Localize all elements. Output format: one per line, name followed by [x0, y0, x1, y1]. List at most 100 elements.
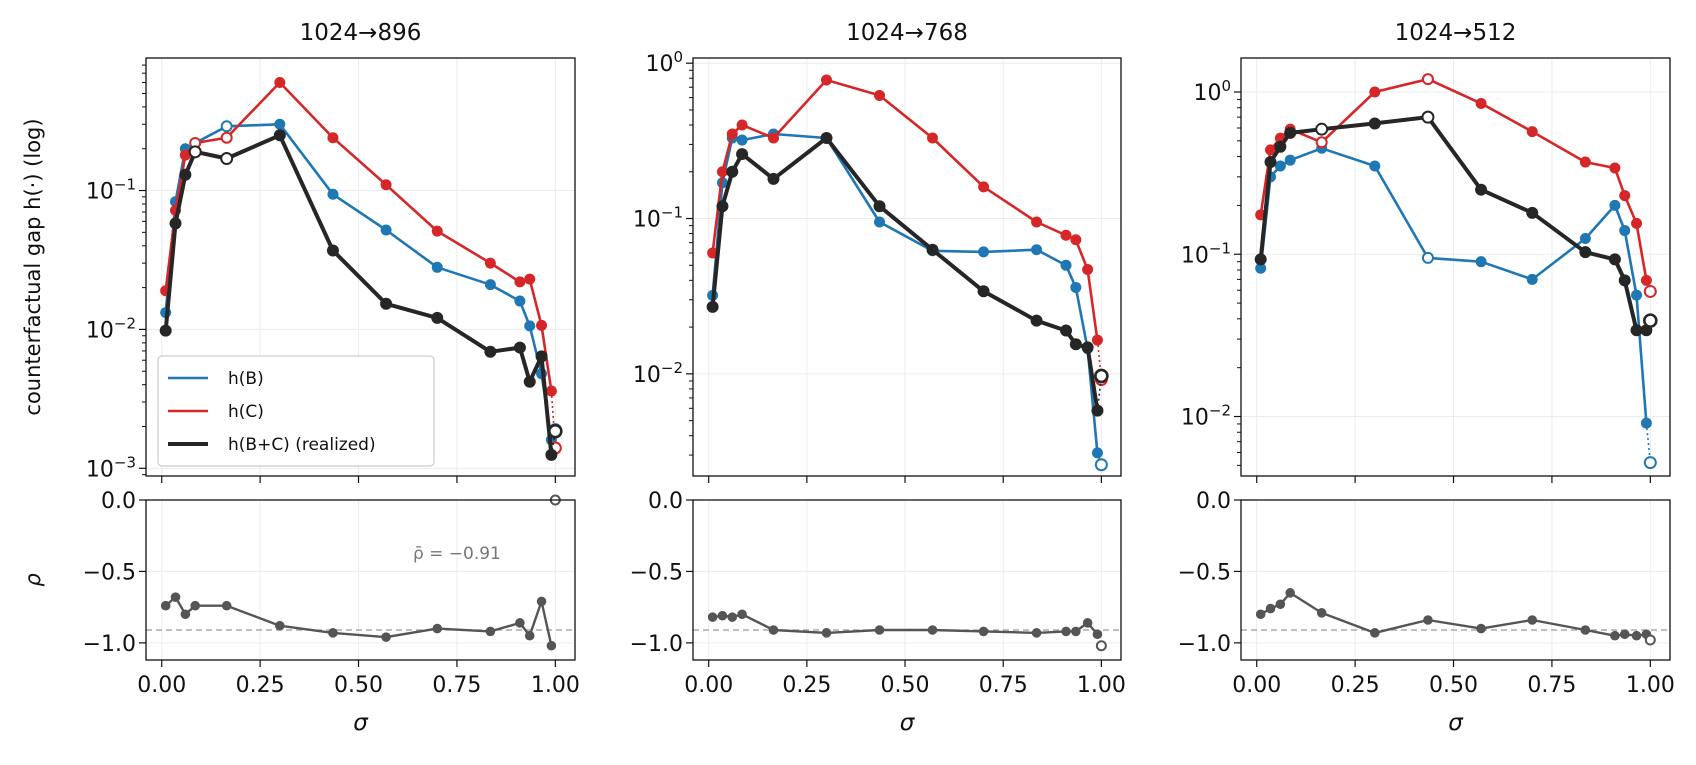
data-point-bc [873, 200, 886, 213]
y-tick-label: 10−2 [86, 314, 136, 343]
rho-point [1316, 608, 1327, 618]
data-point-c [1060, 229, 1072, 241]
data-point-b [1619, 225, 1631, 237]
data-point-bc [545, 448, 558, 461]
rho-point [275, 620, 285, 631]
data-point-b [1609, 199, 1621, 211]
data-point-bc [926, 243, 939, 256]
rho-point [536, 596, 547, 607]
x-axis-label: σ [353, 710, 369, 736]
data-point-bc [513, 341, 526, 354]
rho-mean-annotation: ρ̄ = −0.91 [413, 544, 501, 564]
rho-limit-point [1095, 640, 1107, 652]
data-point-b [220, 120, 233, 133]
data-point-c [1421, 73, 1434, 86]
rho-point [328, 628, 338, 638]
data-point-b [1060, 259, 1072, 271]
data-point-c [927, 132, 939, 144]
rho-point [1580, 625, 1591, 635]
legend-label: h(C) [228, 402, 264, 422]
x-tick-label: 0.50 [334, 673, 383, 698]
data-point-c [874, 89, 886, 101]
rho-point [1082, 618, 1093, 628]
data-point-c [536, 319, 548, 331]
data-point-c [1579, 156, 1591, 168]
x-tick-label: 0.75 [432, 673, 481, 698]
x-tick-label: 0.00 [684, 673, 733, 698]
y-tick-label: 100 [645, 48, 683, 77]
rho-point [717, 610, 728, 621]
rho-point [1619, 629, 1630, 640]
data-point-c [1631, 217, 1643, 229]
rho-point [1423, 615, 1433, 625]
data-point-c [1526, 126, 1538, 138]
rho-point [1255, 609, 1266, 620]
rho-point [707, 612, 718, 622]
data-point-c [545, 385, 557, 397]
data-point-bc [188, 145, 202, 159]
rho-point [727, 612, 738, 622]
x-tick-label: 0.50 [881, 673, 930, 698]
data-point-c [380, 179, 392, 191]
data-point-c [1619, 190, 1631, 202]
data-point-bc [1315, 122, 1329, 136]
data-point-c [1369, 86, 1381, 98]
rho-y-tick-label: −0.5 [1178, 560, 1231, 585]
data-point-bc [726, 165, 739, 178]
data-point-b [736, 134, 748, 146]
limit-point-bc [1643, 313, 1658, 328]
rho-point [1370, 628, 1380, 638]
data-point-b [327, 188, 339, 200]
data-point-b [1631, 289, 1643, 301]
rho-point [180, 609, 191, 620]
data-point-bc [1284, 126, 1297, 139]
rho-y-tick-label: −0.5 [630, 560, 683, 585]
data-point-c [524, 273, 536, 285]
data-point-c [1475, 97, 1487, 109]
data-point-bc [1069, 338, 1082, 351]
data-point-b [524, 320, 536, 332]
rho-point [515, 618, 525, 628]
y-tick-label: 10−1 [1181, 239, 1231, 268]
rho-point [485, 626, 496, 637]
data-point-bc [431, 311, 444, 324]
x-tick-label: 1.00 [1626, 673, 1675, 698]
data-point-b [484, 279, 496, 291]
rho-point [221, 600, 232, 611]
data-point-b [1284, 154, 1296, 166]
axes-frame-bottom [145, 499, 576, 661]
data-point-c [736, 119, 748, 131]
data-point-bc [1264, 156, 1277, 169]
rho-point [1275, 599, 1286, 610]
panel-title: 1024→896 [300, 20, 422, 46]
rho-point [978, 626, 989, 637]
data-point-bc [1421, 110, 1435, 124]
y-tick-label: 10−3 [86, 453, 136, 482]
limit-point-b [1094, 458, 1108, 472]
x-tick-label: 0.25 [1331, 673, 1380, 698]
legend-box [157, 355, 435, 467]
rho-point [1285, 588, 1295, 598]
rho-y-tick-label: 0.0 [648, 489, 683, 514]
data-point-b [874, 216, 886, 228]
rho-point [381, 632, 391, 642]
data-point-bc [523, 375, 536, 388]
data-point-c [1082, 263, 1094, 275]
rho-y-tick-label: 0.0 [1196, 489, 1231, 514]
limit-point-bc [1094, 368, 1109, 384]
y-tick-label: 10−2 [1181, 402, 1231, 431]
x-tick-label: 0.75 [1527, 673, 1576, 698]
rho-y-tick-label: −0.5 [83, 560, 136, 585]
data-point-bc [767, 172, 780, 185]
data-point-bc [1030, 314, 1043, 327]
data-point-c [431, 225, 443, 237]
limit-point-c [1643, 284, 1657, 298]
data-point-bc [380, 297, 393, 310]
y-tick-label: 10−1 [86, 176, 136, 205]
data-point-b [431, 261, 443, 273]
x-tick-label: 0.00 [1232, 673, 1281, 698]
rho-point [874, 625, 885, 635]
data-point-b [1579, 233, 1591, 245]
rho-point [432, 623, 443, 634]
